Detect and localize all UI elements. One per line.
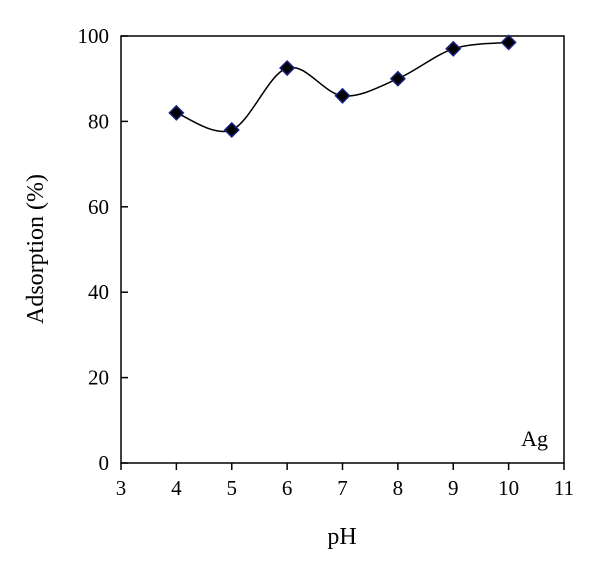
y-axis-title: Adsorption (%): [23, 174, 49, 324]
x-tick-label: 7: [337, 476, 348, 500]
series-curve: [176, 41, 509, 133]
x-tick-label: 3: [116, 476, 127, 500]
x-tick-label: 4: [171, 476, 182, 500]
y-tick-label: 20: [88, 366, 109, 390]
y-tick-label: 100: [78, 24, 110, 48]
x-tick-label: 9: [448, 476, 459, 500]
x-axis-title: pH: [327, 524, 356, 550]
data-point-marker: [168, 104, 185, 121]
x-tick-label: 6: [282, 476, 293, 500]
x-tick-label: 5: [227, 476, 238, 500]
x-tick-label: 11: [554, 476, 574, 500]
series-points: [168, 34, 517, 139]
data-point-marker: [334, 87, 351, 104]
y-tick-label: 60: [88, 195, 109, 219]
x-tick-label: 8: [393, 476, 404, 500]
data-point-marker: [223, 121, 240, 139]
y-axis-ticks: 0 20 40 60 80 100: [78, 24, 128, 475]
y-tick-label: 40: [88, 280, 109, 304]
x-axis-ticks: 3 4 5 6 7 8 9 10 11: [116, 463, 574, 500]
data-point-marker: [445, 40, 462, 57]
y-tick-label: 0: [99, 451, 110, 475]
x-tick-label: 10: [498, 476, 519, 500]
y-tick-label: 80: [88, 109, 109, 133]
data-point-marker: [389, 70, 406, 87]
annotation-label: Ag: [521, 426, 548, 451]
data-point-marker: [279, 59, 296, 77]
data-point-marker: [500, 34, 517, 51]
